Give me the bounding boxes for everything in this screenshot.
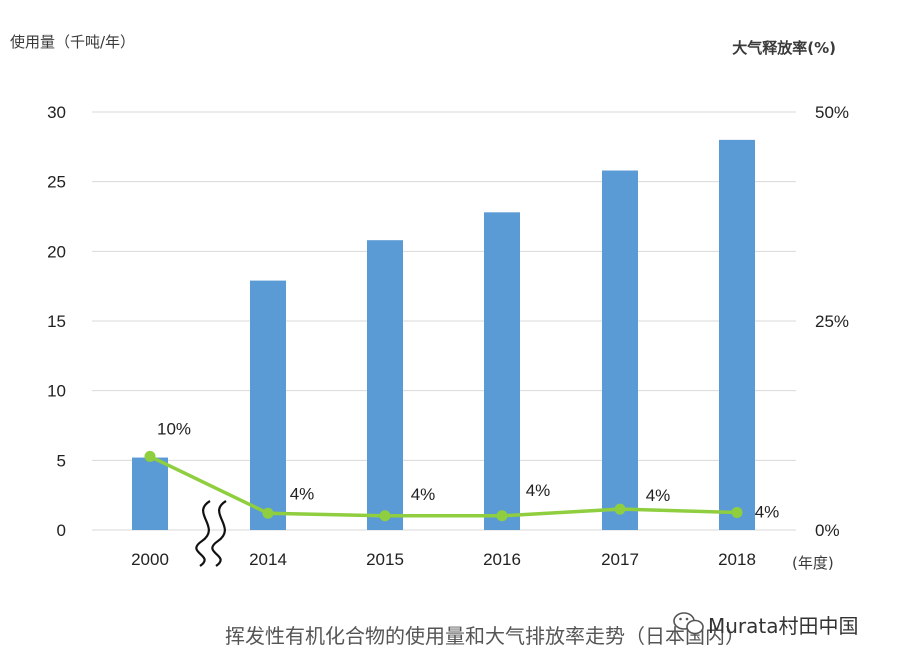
watermark-text: Murata村田中国 xyxy=(708,614,859,638)
gridlines xyxy=(92,111,796,531)
left-tick-label: 20 xyxy=(47,242,66,261)
line-series: 10% 4% 4% 4% 4% 4% xyxy=(144,419,780,522)
x-tick-label: 2018 xyxy=(718,550,756,569)
axis-break-symbol xyxy=(195,500,227,567)
x-tick-label: 2015 xyxy=(366,550,404,569)
left-tick-label: 5 xyxy=(57,451,66,470)
left-tick-label: 25 xyxy=(47,173,66,192)
line-point xyxy=(731,506,743,518)
x-tick-label: 2000 xyxy=(131,550,169,569)
bar xyxy=(367,240,403,531)
bar xyxy=(602,170,638,530)
left-tick-label: 15 xyxy=(47,312,66,331)
x-tick-label: 2014 xyxy=(249,550,287,569)
chart-caption: 挥发性有机化合物的使用量和大气排放率走势（日本国内） xyxy=(225,624,745,648)
line-path xyxy=(149,454,738,518)
right-axis-ticks: 0% 25% 50% xyxy=(815,103,849,540)
bar xyxy=(250,280,286,530)
x-axis-ticks: 2000 2014 2015 2016 2017 2018 xyxy=(131,550,756,569)
right-tick-label: 50% xyxy=(815,103,849,122)
data-label: 4% xyxy=(290,484,315,503)
line-point xyxy=(614,503,626,515)
x-tick-label: 2017 xyxy=(601,550,639,569)
data-label: 4% xyxy=(526,481,551,500)
line-point xyxy=(496,510,508,522)
left-axis-title: 使用量（千吨/年） xyxy=(10,33,135,51)
right-tick-label: 0% xyxy=(815,521,840,540)
bar xyxy=(719,139,755,530)
line-point xyxy=(379,510,391,522)
line-point xyxy=(262,507,274,519)
bar-series xyxy=(132,139,755,531)
wechat-icon xyxy=(673,612,704,635)
data-label: 10% xyxy=(157,419,191,438)
x-axis-title: (年度) xyxy=(792,554,834,572)
left-tick-label: 0 xyxy=(57,521,66,540)
data-label: 4% xyxy=(411,485,436,504)
bar xyxy=(132,457,168,530)
left-tick-label: 30 xyxy=(47,103,66,122)
line-point xyxy=(144,450,156,462)
x-tick-label: 2016 xyxy=(483,550,521,569)
bar xyxy=(484,212,520,530)
right-axis-title: 大气释放率(%) xyxy=(732,39,836,57)
data-label: 4% xyxy=(755,502,780,521)
left-axis-ticks: 0 5 10 15 20 25 30 xyxy=(47,103,66,540)
left-tick-label: 10 xyxy=(47,382,66,401)
watermark: Murata村田中国 xyxy=(673,612,859,638)
right-tick-label: 25% xyxy=(815,312,849,331)
data-label: 4% xyxy=(646,486,671,505)
